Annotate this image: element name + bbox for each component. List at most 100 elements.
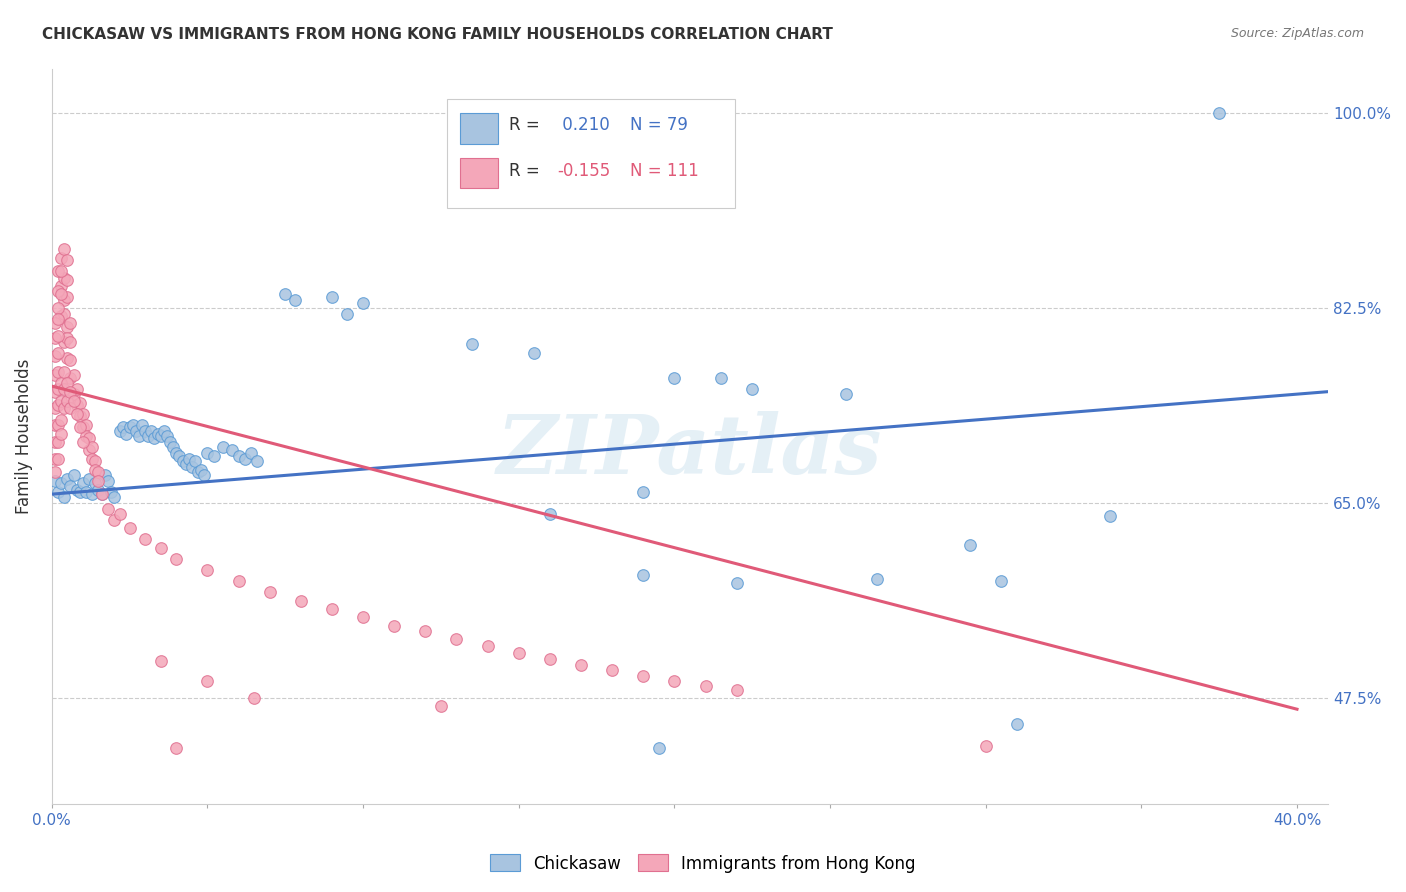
Legend: Chickasaw, Immigrants from Hong Kong: Chickasaw, Immigrants from Hong Kong [484,847,922,880]
Text: R =: R = [509,116,540,134]
Point [56,471,79,485]
Point [190,463,212,477]
Point [53,293,76,308]
Point [82,441,104,455]
Text: Source: ZipAtlas.com: Source: ZipAtlas.com [1230,27,1364,40]
Point [72,475,94,490]
Point [90,487,112,501]
Point [136,429,159,443]
Point [53,491,76,505]
Point [46,451,69,466]
Text: -0.155: -0.155 [557,162,610,180]
Text: N = 79: N = 79 [630,116,688,134]
Point [84,475,107,490]
Point [62,387,84,401]
Point [46,345,69,359]
Point [49,278,72,293]
Point [274,286,297,301]
Point [82,487,104,501]
Point [87,483,110,497]
Point [259,585,281,599]
Point [461,336,484,351]
Point [46,312,69,326]
Point [49,376,72,390]
Point [49,393,72,408]
Point [53,334,76,349]
Point [56,253,79,268]
Point [44,451,66,466]
Point [49,412,72,426]
Point [153,424,176,438]
Point [66,383,89,397]
Point [180,460,202,475]
Point [187,465,209,479]
Point [77,432,100,446]
Point [72,407,94,421]
Point [243,691,266,706]
Point [508,647,530,661]
Point [56,273,79,287]
Point [46,264,69,278]
Point [664,674,686,689]
Point [44,316,66,330]
Point [352,295,374,310]
Point [62,393,84,408]
Point [59,384,82,399]
Point [53,365,76,379]
Point [197,563,219,577]
Point [115,427,138,442]
Point [49,475,72,490]
Point [103,513,125,527]
Point [44,465,66,479]
Point [69,420,91,434]
Point [62,468,84,483]
FancyBboxPatch shape [460,158,499,188]
Point [197,446,219,460]
Point [53,271,76,285]
Point [56,320,79,334]
Point [53,401,76,416]
Point [149,654,172,668]
Point [121,418,143,433]
Point [430,698,453,713]
Point [633,568,655,582]
Point [240,446,263,460]
Point [202,450,225,464]
Point [197,674,219,689]
Point [725,683,748,698]
Point [46,285,69,299]
Point [46,398,69,412]
Point [44,434,66,449]
Text: 0.210: 0.210 [557,116,610,134]
Point [162,441,184,455]
Point [46,484,69,499]
Point [523,345,546,359]
Point [1208,106,1230,120]
Text: ZIPatlas: ZIPatlas [498,411,883,491]
Point [72,434,94,449]
Point [159,434,181,449]
Point [46,434,69,449]
Point [56,351,79,366]
Point [156,429,179,443]
Point [56,376,79,390]
Point [741,383,763,397]
Point [44,349,66,363]
Point [538,507,561,521]
Point [382,618,405,632]
Point [221,442,243,457]
Point [725,576,748,591]
Point [228,574,250,588]
Point [174,457,197,471]
Point [103,491,125,505]
Point [569,657,592,672]
Point [59,334,82,349]
Point [97,501,120,516]
Point [446,632,468,646]
Point [169,450,191,464]
Point [321,602,343,616]
FancyBboxPatch shape [447,99,734,208]
Point [633,669,655,683]
Point [46,329,69,343]
Point [477,639,499,653]
